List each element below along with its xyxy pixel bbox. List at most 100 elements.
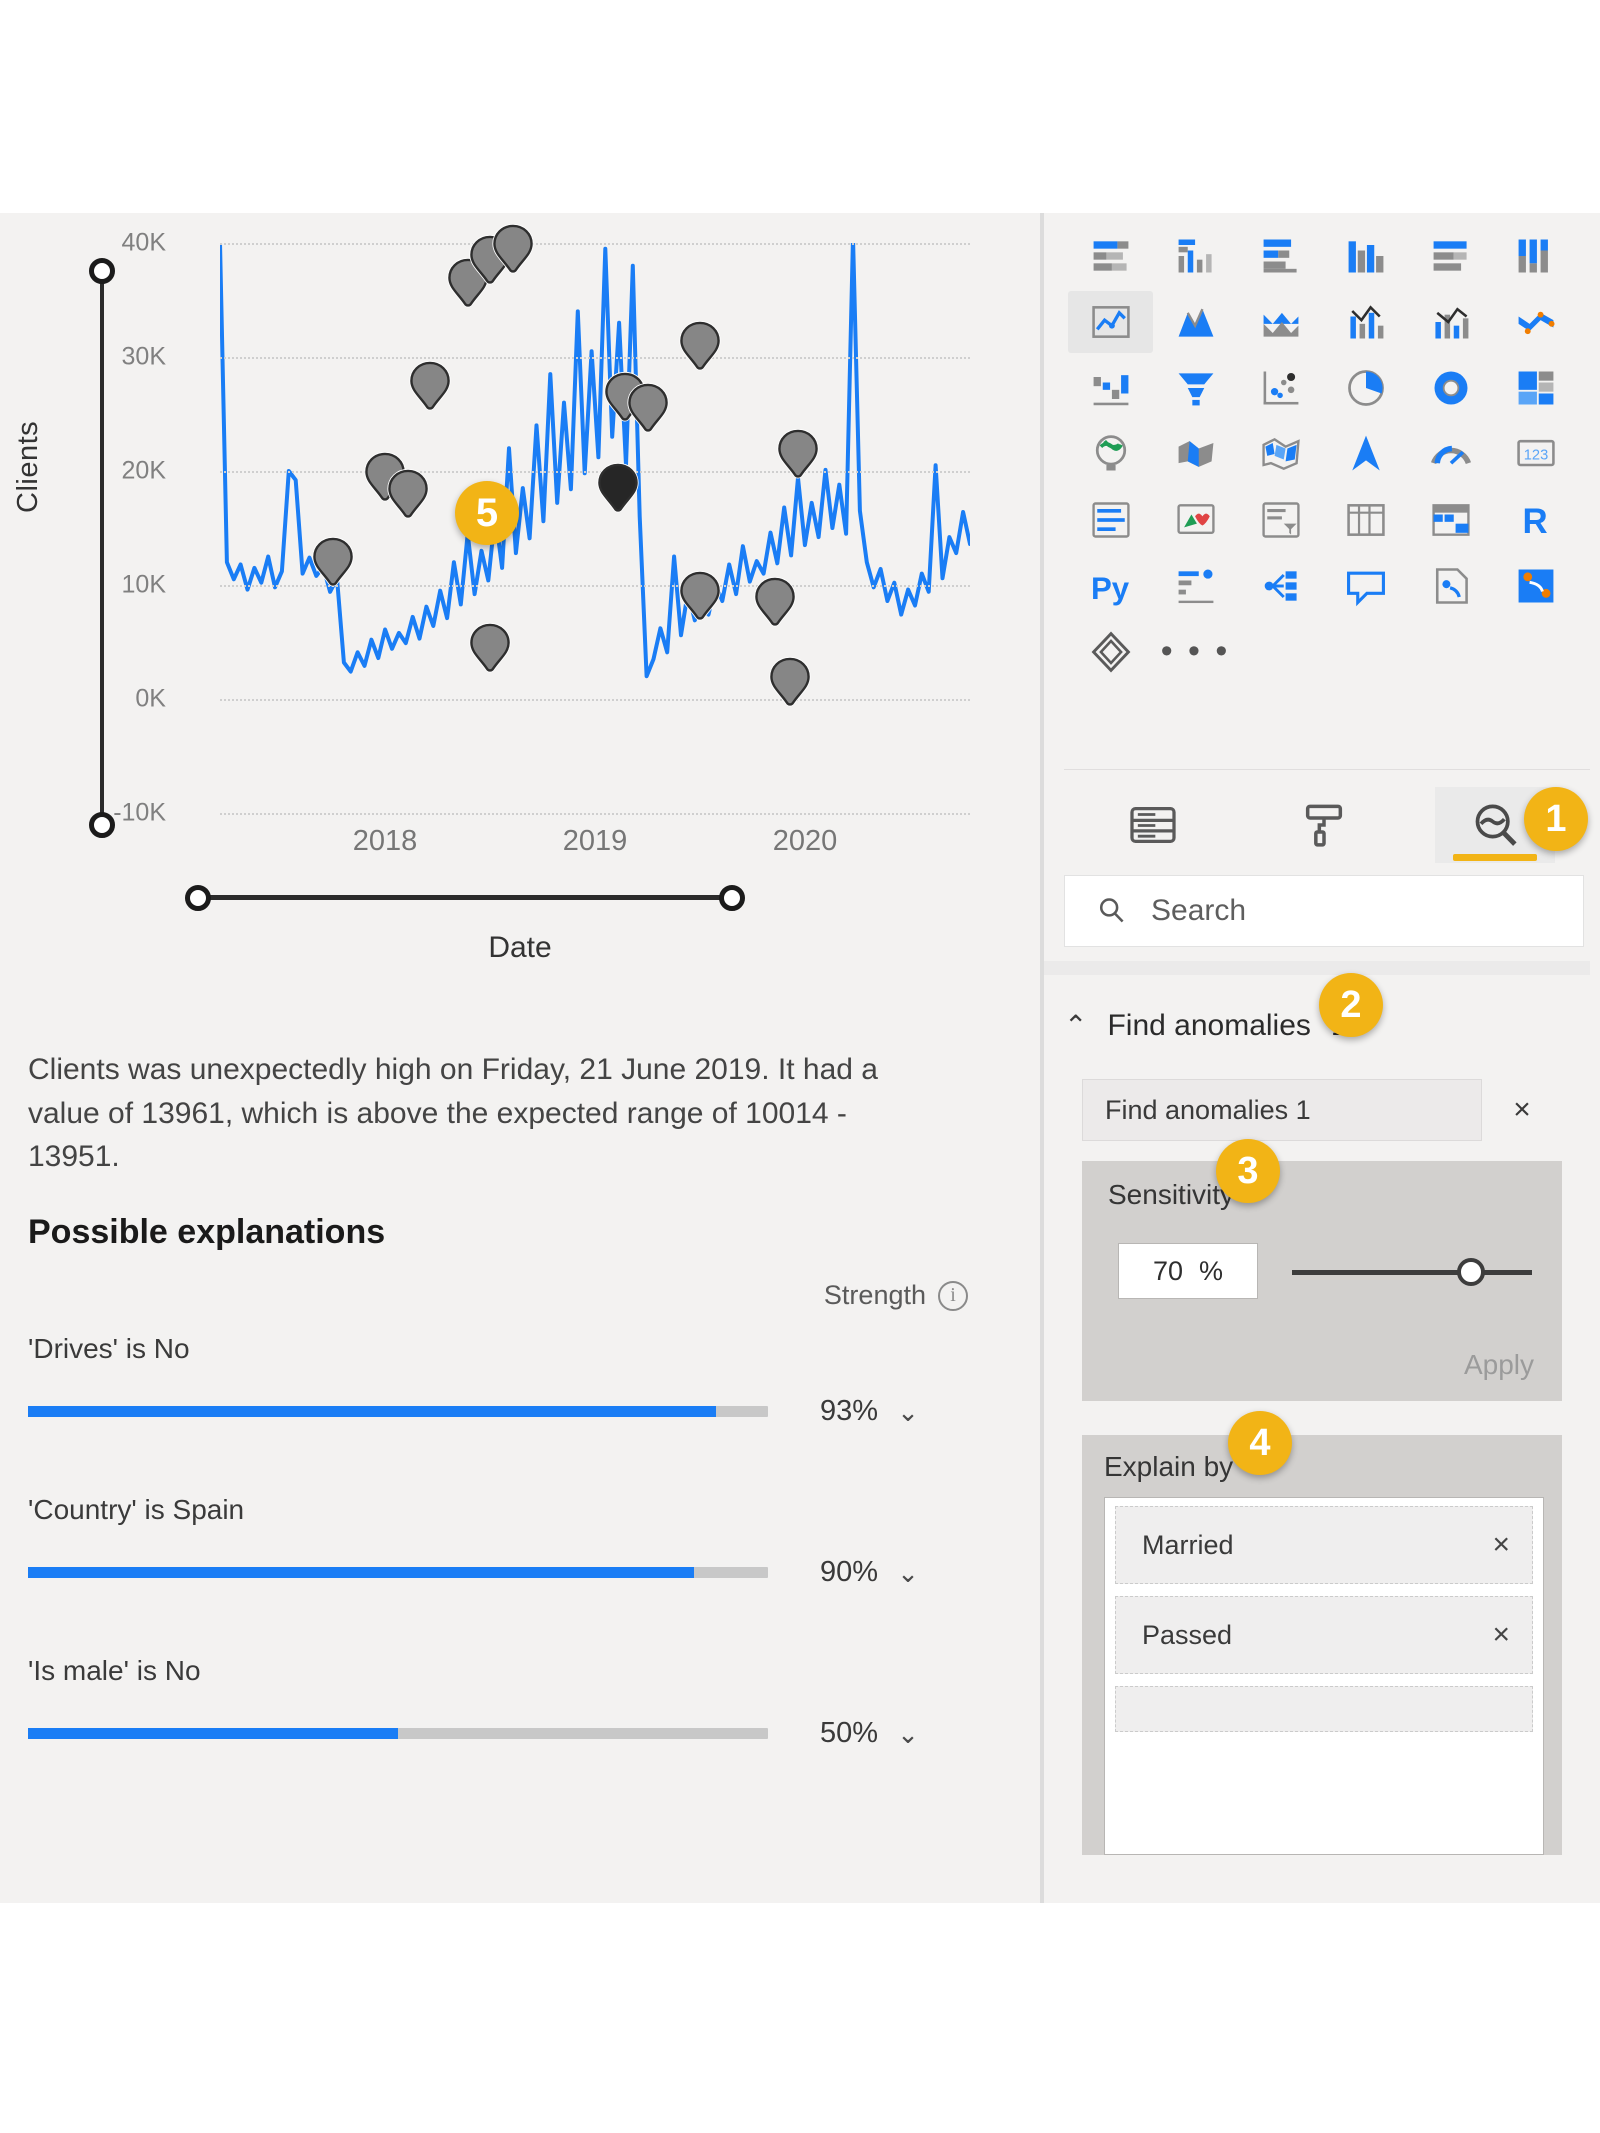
table-icon[interactable] <box>1323 489 1408 551</box>
chevron-down-icon[interactable]: ⌄ <box>897 1396 919 1427</box>
ribbon-chart-icon[interactable] <box>1493 291 1578 353</box>
anomaly-marker[interactable] <box>385 468 431 520</box>
waterfall-chart-icon[interactable] <box>1068 357 1153 419</box>
sensitivity-unit: % <box>1199 1255 1224 1286</box>
strength-label: Strength <box>823 1280 926 1310</box>
key-influencers-icon[interactable] <box>1153 555 1238 617</box>
explanation-row[interactable]: 'Country' is Spain 90% ⌄ <box>28 1494 993 1589</box>
scatter-chart-icon[interactable] <box>1238 357 1323 419</box>
slider-knob-top[interactable] <box>89 258 115 284</box>
r-visual-icon[interactable]: R <box>1493 489 1578 551</box>
callout-badge-5: 5 <box>455 481 519 545</box>
visualization-type-grid[interactable]: 123 R Py • • • <box>1068 213 1578 683</box>
anomaly-marker[interactable] <box>767 656 813 708</box>
anomaly-marker[interactable] <box>595 462 641 514</box>
gauge-icon[interactable] <box>1408 423 1493 485</box>
stacked-area-chart-icon[interactable] <box>1238 291 1323 353</box>
map-icon[interactable] <box>1068 423 1153 485</box>
slider-knob-left[interactable] <box>185 885 211 911</box>
anomaly-line-chart-visual[interactable]: Clients 40K 30K 20K 10K 0K -10K 5 Date 2018 20… <box>0 213 1040 1023</box>
line-chart-icon[interactable] <box>1068 291 1153 353</box>
filled-map-icon[interactable] <box>1153 423 1238 485</box>
find-anomalies-label: Find anomalies <box>1107 1009 1311 1042</box>
arcgis-map-icon[interactable] <box>1323 423 1408 485</box>
fields-tab[interactable] <box>1093 787 1213 863</box>
clustered-bar-chart-icon[interactable] <box>1153 225 1238 287</box>
funnel-chart-icon[interactable] <box>1153 357 1238 419</box>
multi-row-card-icon[interactable] <box>1068 489 1153 551</box>
anomaly-marker[interactable] <box>625 382 671 434</box>
gridline <box>220 243 970 245</box>
stacked-bar-chart-icon[interactable] <box>1068 225 1153 287</box>
svg-text:123: 123 <box>1523 448 1547 464</box>
smart-narrative-icon[interactable] <box>1408 555 1493 617</box>
find-anomalies-field[interactable]: Find anomalies 1 <box>1082 1079 1482 1141</box>
anomaly-marker[interactable] <box>467 622 513 674</box>
line-and-clustered-column-icon[interactable] <box>1408 291 1493 353</box>
explain-by-field-placeholder[interactable] <box>1115 1686 1533 1732</box>
donut-chart-icon[interactable] <box>1408 357 1493 419</box>
y-axis-tick: 0K <box>135 684 166 713</box>
100-stacked-column-chart-icon[interactable] <box>1493 225 1578 287</box>
pane-scrollbar[interactable] <box>1590 213 1600 1903</box>
y-axis-tick: 30K <box>121 342 166 371</box>
sensitivity-slider[interactable] <box>1292 1258 1532 1286</box>
format-tab[interactable] <box>1264 787 1384 863</box>
chevron-down-icon[interactable]: ⌄ <box>897 1557 919 1588</box>
anomaly-marker[interactable] <box>677 570 723 622</box>
treemap-icon[interactable] <box>1493 357 1578 419</box>
search-input[interactable]: Search <box>1064 875 1584 947</box>
explanation-row[interactable]: 'Is male' is No 50% ⌄ <box>28 1655 993 1750</box>
date-range-slider[interactable] <box>185 885 745 911</box>
anomaly-marker[interactable] <box>775 428 821 480</box>
explain-by-field[interactable]: Passed × <box>1115 1596 1533 1674</box>
sensitivity-value-input[interactable]: 70 % <box>1118 1243 1258 1299</box>
pane-tab-strip[interactable] <box>1068 781 1580 869</box>
info-icon[interactable]: i <box>938 1280 968 1311</box>
line-and-stacked-column-icon[interactable] <box>1323 291 1408 353</box>
clustered-column-chart-icon[interactable] <box>1323 225 1408 287</box>
remove-anomaly-field-button[interactable]: × <box>1513 1093 1531 1126</box>
explain-by-field[interactable]: Married × <box>1115 1506 1533 1584</box>
card-icon[interactable]: 123 <box>1493 423 1578 485</box>
anomaly-marker[interactable] <box>310 536 356 588</box>
plot-area: 40K 30K 20K 10K 0K -10K <box>113 223 970 827</box>
python-visual-icon[interactable]: Py <box>1068 555 1153 617</box>
y-axis-tick: 40K <box>121 228 166 257</box>
slider-knob-bottom[interactable] <box>89 812 115 838</box>
anomaly-marker[interactable] <box>752 576 798 628</box>
anomaly-marker[interactable] <box>407 360 453 412</box>
qna-visual-icon[interactable] <box>1323 555 1408 617</box>
explain-by-field-label: Passed <box>1142 1619 1233 1650</box>
remove-field-button[interactable]: × <box>1492 1618 1510 1651</box>
remove-field-button[interactable]: × <box>1492 1528 1510 1561</box>
chevron-up-icon[interactable]: ⌃ <box>1064 1010 1088 1041</box>
matrix-icon[interactable] <box>1408 489 1493 551</box>
apply-button[interactable]: Apply <box>1463 1349 1534 1380</box>
decomposition-tree-icon[interactable] <box>1238 555 1323 617</box>
svg-text:Py: Py <box>1091 571 1130 606</box>
explanation-row[interactable]: 'Drives' is No 93% ⌄ <box>28 1333 993 1428</box>
find-anomalies-section-header[interactable]: ⌃ Find anomalies 1 <box>1064 991 1584 1061</box>
area-chart-icon[interactable] <box>1153 291 1238 353</box>
kpi-icon[interactable] <box>1153 489 1238 551</box>
power-apps-icon[interactable] <box>1068 621 1153 683</box>
pie-chart-icon[interactable] <box>1323 357 1408 419</box>
chevron-down-icon[interactable]: ⌄ <box>897 1718 919 1749</box>
paginated-report-icon[interactable] <box>1493 555 1578 617</box>
100-stacked-bar-chart-icon[interactable] <box>1408 225 1493 287</box>
anomaly-marker[interactable] <box>490 223 536 275</box>
slider-thumb[interactable] <box>1457 1258 1485 1286</box>
explanation-label: 'Drives' is No <box>28 1333 190 1364</box>
report-canvas: Clients 40K 30K 20K 10K 0K -10K 5 Date 2018 20… <box>0 213 1058 1903</box>
slicer-icon[interactable] <box>1238 489 1323 551</box>
explanation-label: 'Country' is Spain <box>28 1494 245 1525</box>
shape-map-icon[interactable] <box>1238 423 1323 485</box>
explain-by-label: Explain by <box>1104 1451 1234 1482</box>
stacked-column-chart-icon[interactable] <box>1238 225 1323 287</box>
anomaly-marker[interactable] <box>677 320 723 372</box>
more-options-icon[interactable]: • • • <box>1160 632 1231 671</box>
explain-by-field-well[interactable]: Married × Passed × <box>1104 1497 1544 1855</box>
clients-range-slider[interactable] <box>89 258 115 838</box>
slider-knob-right[interactable] <box>719 885 745 911</box>
